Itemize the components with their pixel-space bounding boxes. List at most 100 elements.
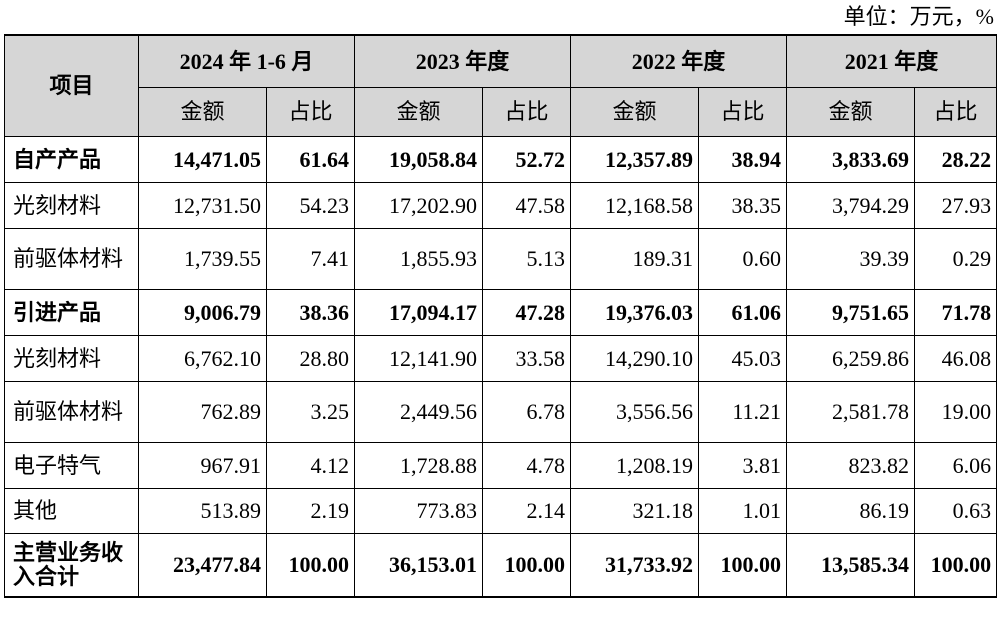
row-label: 光刻材料 (4, 182, 139, 229)
table-row: 引进产品 9,006.79 38.36 17,094.17 47.28 19,376.03… (4, 289, 998, 336)
row-label: 光刻材料 (4, 335, 139, 382)
amount-cell: 1,739.55 (138, 228, 267, 290)
row-label: 其他 (4, 488, 139, 534)
header-ratio: 占比 (265, 87, 356, 137)
table-row: 自产产品 14,471.05 61.64 19,058.84 52.72 12,357.8… (4, 136, 998, 183)
amount-cell: 1,208.19 (570, 442, 700, 489)
ratio-cell: 52.72 (482, 136, 572, 183)
header-amount: 金额 (354, 87, 484, 137)
amount-cell: 23,477.84 (138, 533, 267, 598)
amount-cell: 19,058.84 (354, 136, 484, 183)
row-label: 前驱体材料 (4, 381, 139, 443)
table-row: 前驱体材料 762.89 3.25 2,449.56 6.78 3,556.56 11.21… (4, 381, 998, 443)
header-ratio: 占比 (698, 87, 788, 137)
header-amount: 金额 (786, 87, 916, 137)
ratio-cell: 47.58 (482, 182, 572, 229)
header-period-2022: 2022 年度 (570, 34, 788, 88)
header-period-2024h1: 2024 年 1-6 月 (137, 34, 356, 88)
ratio-cell: 100.00 (265, 533, 356, 598)
ratio-cell: 0.29 (914, 228, 998, 290)
ratio-cell: 27.93 (914, 182, 998, 229)
ratio-cell: 28.22 (914, 136, 998, 183)
header-ratio: 占比 (482, 87, 572, 137)
ratio-cell: 6.06 (914, 442, 998, 489)
header-row-metrics: 金额 占比 金额 占比 金额 占比 金额 占比 (5, 87, 998, 137)
ratio-cell: 0.60 (698, 228, 788, 290)
amount-cell: 13,585.34 (786, 533, 916, 598)
ratio-cell: 3.25 (265, 381, 356, 443)
ratio-cell: 46.08 (914, 335, 998, 382)
amount-cell: 762.89 (138, 381, 267, 443)
amount-cell: 3,556.56 (570, 381, 700, 443)
table-row: 主营业务收入合计 23,477.84 100.00 36,153.01 100.00 31… (4, 533, 998, 598)
amount-cell: 189.31 (570, 228, 700, 290)
row-label: 自产产品 (4, 136, 139, 183)
amount-cell: 321.18 (570, 488, 700, 534)
amount-cell: 36,153.01 (354, 533, 484, 598)
ratio-cell: 61.06 (698, 289, 788, 336)
amount-cell: 9,751.65 (786, 289, 916, 336)
amount-cell: 6,762.10 (138, 335, 267, 382)
table-row: 光刻材料 6,762.10 28.80 12,141.90 33.58 14,290.10… (4, 335, 998, 382)
ratio-cell: 28.80 (265, 335, 356, 382)
amount-cell: 3,794.29 (786, 182, 916, 229)
amount-cell: 773.83 (354, 488, 484, 534)
amount-cell: 9,006.79 (138, 289, 267, 336)
amount-cell: 3,833.69 (786, 136, 916, 183)
amount-cell: 19,376.03 (570, 289, 700, 336)
header-amount: 金额 (138, 87, 267, 137)
amount-cell: 31,733.92 (570, 533, 700, 598)
revenue-table: 项目 2024 年 1-6 月 2023 年度 2022 年度 2021 年度 … (4, 34, 998, 598)
amount-cell: 12,357.89 (570, 136, 700, 183)
ratio-cell: 100.00 (482, 533, 572, 598)
ratio-cell: 38.36 (265, 289, 356, 336)
row-label: 引进产品 (4, 289, 139, 336)
table-row: 前驱体材料 1,739.55 7.41 1,855.93 5.13 189.31 0.60 3… (4, 228, 998, 290)
amount-cell: 2,581.78 (786, 381, 916, 443)
header-ratio: 占比 (914, 87, 998, 137)
ratio-cell: 3.81 (698, 442, 788, 489)
ratio-cell: 38.35 (698, 182, 788, 229)
amount-cell: 17,094.17 (354, 289, 484, 336)
ratio-cell: 6.78 (482, 381, 572, 443)
ratio-cell: 61.64 (265, 136, 356, 183)
ratio-cell: 4.12 (265, 442, 356, 489)
amount-cell: 14,290.10 (570, 335, 700, 382)
amount-cell: 12,141.90 (354, 335, 484, 382)
ratio-cell: 33.58 (482, 335, 572, 382)
unit-note: 单位：万元，% (843, 4, 994, 29)
ratio-cell: 11.21 (698, 381, 788, 443)
ratio-cell: 19.00 (914, 381, 998, 443)
amount-cell: 14,471.05 (138, 136, 267, 183)
header-period-2021: 2021 年度 (786, 34, 998, 88)
table-row: 电子特气 967.91 4.12 1,728.88 4.78 1,208.19 3.81 82… (4, 442, 998, 489)
row-label: 主营业务收入合计 (4, 533, 139, 598)
header-period-2023: 2023 年度 (354, 34, 572, 88)
ratio-cell: 2.19 (265, 488, 356, 534)
amount-cell: 39.39 (786, 228, 916, 290)
ratio-cell: 7.41 (265, 228, 356, 290)
amount-cell: 12,168.58 (570, 182, 700, 229)
amount-cell: 967.91 (138, 442, 267, 489)
ratio-cell: 2.14 (482, 488, 572, 534)
ratio-cell: 1.01 (698, 488, 788, 534)
amount-cell: 823.82 (786, 442, 916, 489)
row-label: 前驱体材料 (4, 228, 139, 290)
header-item: 项目 (4, 34, 139, 137)
ratio-cell: 45.03 (698, 335, 788, 382)
ratio-cell: 38.94 (698, 136, 788, 183)
header-row-periods: 项目 2024 年 1-6 月 2023 年度 2022 年度 2021 年度 (4, 34, 998, 137)
table-row: 光刻材料 12,731.50 54.23 17,202.90 47.58 12,168.5… (4, 182, 998, 229)
amount-cell: 2,449.56 (354, 381, 484, 443)
ratio-cell: 100.00 (698, 533, 788, 598)
amount-cell: 6,259.86 (786, 335, 916, 382)
row-label: 电子特气 (4, 442, 139, 489)
amount-cell: 1,728.88 (354, 442, 484, 489)
ratio-cell: 71.78 (914, 289, 998, 336)
ratio-cell: 4.78 (482, 442, 572, 489)
ratio-cell: 5.13 (482, 228, 572, 290)
table-body: 自产产品 14,471.05 61.64 19,058.84 52.72 12,357.8… (4, 136, 998, 598)
amount-cell: 17,202.90 (354, 182, 484, 229)
ratio-cell: 47.28 (482, 289, 572, 336)
ratio-cell: 0.63 (914, 488, 998, 534)
